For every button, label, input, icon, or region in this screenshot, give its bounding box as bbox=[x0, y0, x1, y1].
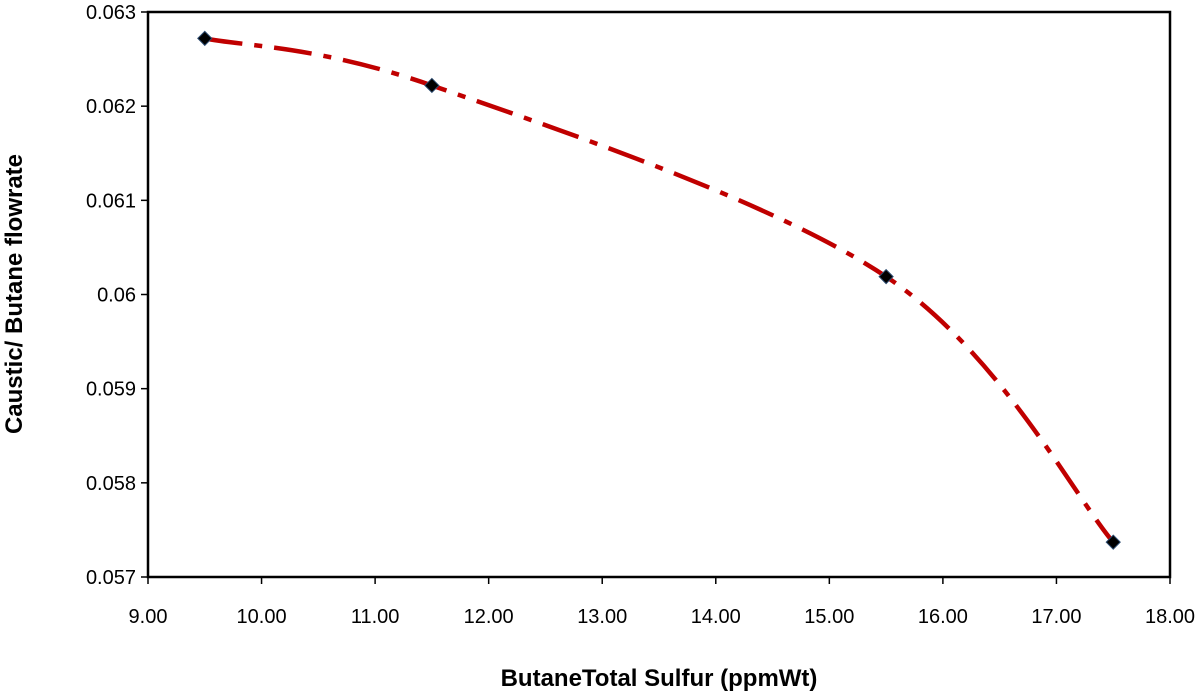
series-markers bbox=[197, 30, 1121, 550]
data-point-marker bbox=[197, 30, 213, 47]
plot-area bbox=[146, 10, 1172, 579]
x-tick-label: 15.00 bbox=[804, 606, 854, 628]
y-tick-label: 0.061 bbox=[86, 190, 136, 212]
x-tick-label: 14.00 bbox=[691, 606, 741, 628]
series-line bbox=[204, 36, 1115, 544]
x-axis-ticks: 9.00 10.00 11.00 12.00 13.00 14.00 15.00 16.00 1… bbox=[129, 577, 1195, 628]
x-tick-label: 13.00 bbox=[577, 606, 627, 628]
y-tick-label: 0.058 bbox=[86, 473, 136, 495]
x-tick-label: 18.00 bbox=[1145, 606, 1195, 628]
x-tick-label: 9.00 bbox=[129, 606, 168, 628]
x-tick-label: 11.00 bbox=[351, 606, 400, 628]
y-tick-label: 0.063 bbox=[86, 2, 136, 24]
y-axis-title: Caustic/ Butane flowrate bbox=[1, 154, 28, 434]
y-tick-label: 0.057 bbox=[86, 567, 136, 589]
x-tick-label: 17.00 bbox=[1031, 606, 1081, 628]
y-tick-label: 0.059 bbox=[86, 379, 136, 401]
y-tick-label: 0.062 bbox=[86, 96, 136, 118]
data-point-marker bbox=[878, 268, 894, 285]
x-axis-title: ButaneTotal Sulfur (ppmWt) bbox=[501, 665, 818, 692]
y-tick-label: 0.06 bbox=[97, 285, 136, 307]
x-tick-label: 16.00 bbox=[918, 606, 968, 628]
data-point-marker bbox=[1105, 534, 1121, 550]
x-tick-label: 12.00 bbox=[464, 606, 514, 628]
x-tick-label: 10.00 bbox=[237, 606, 287, 628]
data-point-marker bbox=[424, 77, 440, 94]
y-axis-ticks: 0.057 0.058 0.059 0.06 0.061 0.062 0.063 bbox=[86, 2, 148, 589]
